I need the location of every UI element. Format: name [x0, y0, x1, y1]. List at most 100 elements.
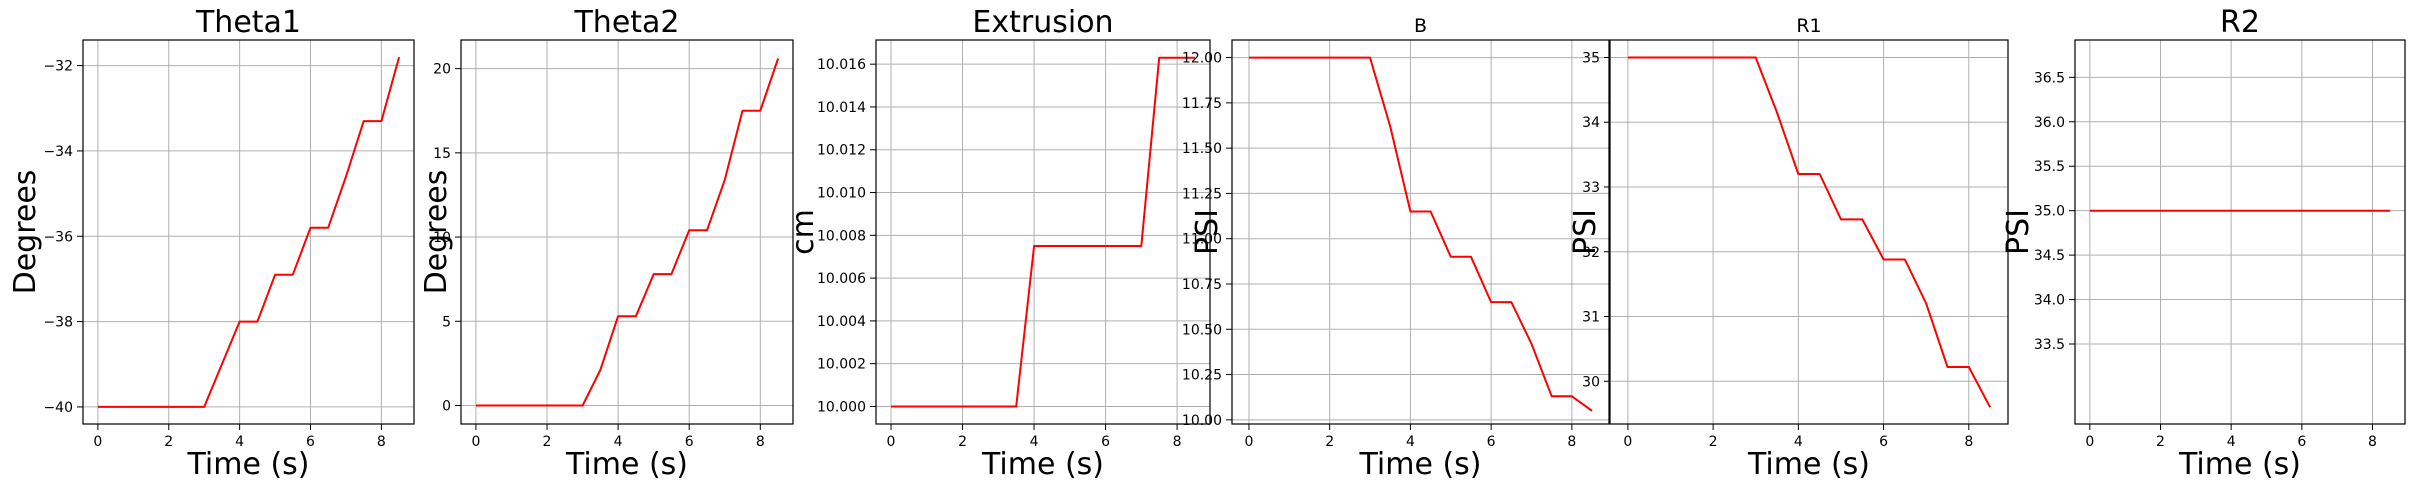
chart-panel-3: 0 2 4 6 8 10.000 10.002 10.004 10.006 10.008 10.01… — [786, 5, 1211, 482]
axes-frame — [875, 39, 1211, 425]
y-tick-label: 35.0 — [2034, 204, 2065, 220]
chart-title: R1 — [1796, 15, 1821, 37]
y-tick-label: 10.012 — [817, 143, 866, 159]
x-tick-label: 6 — [685, 434, 694, 450]
y-tick-label: 30 — [1582, 374, 1600, 390]
y-tick-label: 10.002 — [817, 357, 866, 373]
x-tick-label: 8 — [1964, 434, 1973, 450]
y-axis-label: PSI — [1568, 209, 1603, 255]
y-tick-label: 36.5 — [2034, 70, 2065, 86]
y-tick-label: 36.0 — [2034, 115, 2065, 131]
chart-panel-2: 0 2 4 6 8 0 5 10 15 20 Theta2 Time (s) Degrees — [419, 5, 794, 482]
x-tick-label: 0 — [887, 434, 896, 450]
x-tick-label: 6 — [1487, 434, 1496, 450]
y-tick-label: 10.016 — [817, 57, 866, 73]
x-tick-label: 0 — [1623, 434, 1632, 450]
y-tick-label: 10.008 — [817, 228, 866, 244]
x-axis-label: Time (s) — [2178, 447, 2301, 482]
chart-title: Theta2 — [573, 5, 679, 40]
y-tick-label: 11.25 — [1182, 186, 1222, 202]
x-tick-label: 4 — [1030, 434, 1039, 450]
x-tick-label: 8 — [1567, 434, 1576, 450]
y-tick-label: 10.000 — [817, 399, 866, 415]
x-tick-label: 2 — [164, 434, 173, 450]
y-tick-label: 15 — [433, 146, 451, 162]
y-tick-label: 34.0 — [2034, 293, 2065, 309]
y-tick-label: −36 — [43, 229, 73, 245]
y-tick-label: 10 — [433, 230, 451, 246]
x-tick-label: 2 — [543, 434, 552, 450]
x-axis-label: Time (s) — [1747, 447, 1870, 482]
axes-frame — [2074, 39, 2406, 425]
y-tick-label: 11.00 — [1182, 232, 1222, 248]
y-tick-label: 0 — [442, 398, 451, 414]
x-tick-label: 6 — [1101, 434, 1110, 450]
chart-title: Theta1 — [195, 5, 301, 40]
y-tick-label: 33.5 — [2034, 337, 2065, 353]
x-axis-label: Time (s) — [187, 447, 310, 482]
y-tick-label: 32 — [1582, 245, 1600, 261]
y-tick-label: 35 — [1582, 50, 1600, 66]
y-tick-label: 10.004 — [817, 314, 866, 330]
x-tick-label: 0 — [471, 434, 480, 450]
y-tick-label: 10.006 — [817, 271, 866, 287]
x-tick-label: 0 — [1244, 434, 1253, 450]
y-tick-label: −40 — [43, 400, 73, 416]
y-tick-label: 10.010 — [817, 186, 866, 202]
x-tick-label: 4 — [2227, 434, 2236, 450]
x-tick-label: 4 — [614, 434, 623, 450]
y-axis-label: cm — [786, 209, 821, 255]
y-tick-label: −38 — [43, 315, 73, 331]
y-tick-label: 31 — [1582, 310, 1600, 326]
chart-panel-1: 0 2 4 6 8 −40 −38 −36 −34 −32 Theta1 Time (s) Degree… — [8, 5, 415, 482]
y-tick-label: 10.25 — [1182, 368, 1222, 384]
x-tick-label: 8 — [2368, 434, 2377, 450]
x-tick-label: 8 — [1173, 434, 1182, 450]
x-tick-label: 6 — [2297, 434, 2306, 450]
y-tick-label: 5 — [442, 314, 451, 330]
y-tick-label: 10.00 — [1182, 413, 1222, 429]
y-tick-label: 34.5 — [2034, 248, 2065, 264]
y-tick-label: 11.50 — [1182, 141, 1222, 157]
x-tick-label: 0 — [93, 434, 102, 450]
x-tick-label: 4 — [1794, 434, 1803, 450]
y-axis-label: Degrees — [8, 170, 43, 295]
x-tick-label: 2 — [1325, 434, 1334, 450]
chart-title: B — [1414, 15, 1427, 37]
chart-title: R2 — [2220, 5, 2260, 40]
series-line — [1627, 56, 1991, 408]
y-tick-label: −32 — [43, 59, 73, 75]
series-line — [891, 56, 1195, 408]
y-axis-label: Degrees — [419, 170, 454, 295]
series-line — [1249, 56, 1593, 412]
y-axis-label: PSI — [2001, 209, 2036, 255]
y-tick-label: 11.75 — [1182, 96, 1222, 112]
x-tick-label: 2 — [958, 434, 967, 450]
x-tick-label: 8 — [756, 434, 765, 450]
y-tick-label: −34 — [43, 144, 73, 160]
y-tick-label: 12.00 — [1182, 51, 1222, 67]
series-line — [475, 58, 780, 407]
chart-panel-5: 0 2 4 6 8 30 31 32 33 34 35 R1 Time (s) PSI — [1568, 15, 2009, 482]
chart-panel-6: 0 2 4 6 8 33.5 34.0 34.5 35.0 35.5 36.0 36.5 R2 Time … — [2001, 5, 2406, 482]
y-axis-label: PSI — [1190, 209, 1225, 255]
axes-frame — [82, 39, 415, 425]
x-axis-label: Time (s) — [981, 447, 1104, 482]
y-tick-label: 10.014 — [817, 100, 866, 116]
y-tick-label: 10.50 — [1182, 322, 1222, 338]
series-line — [97, 56, 401, 408]
chart-panel-4: 0 2 4 6 8 10.00 10.25 10.50 10.75 11.00 11.25 11.50… — [1182, 15, 1610, 482]
x-tick-label: 0 — [2085, 434, 2094, 450]
y-tick-label: 10.75 — [1182, 277, 1222, 293]
x-axis-label: Time (s) — [1359, 447, 1482, 482]
x-tick-label: 4 — [1406, 434, 1415, 450]
x-tick-label: 8 — [377, 434, 386, 450]
x-tick-label: 6 — [306, 434, 315, 450]
x-tick-label: 2 — [2156, 434, 2165, 450]
x-axis-label: Time (s) — [565, 447, 688, 482]
chart-title: Extrusion — [972, 5, 1113, 40]
axes-frame — [460, 39, 794, 425]
axes-frame — [1609, 39, 2009, 425]
